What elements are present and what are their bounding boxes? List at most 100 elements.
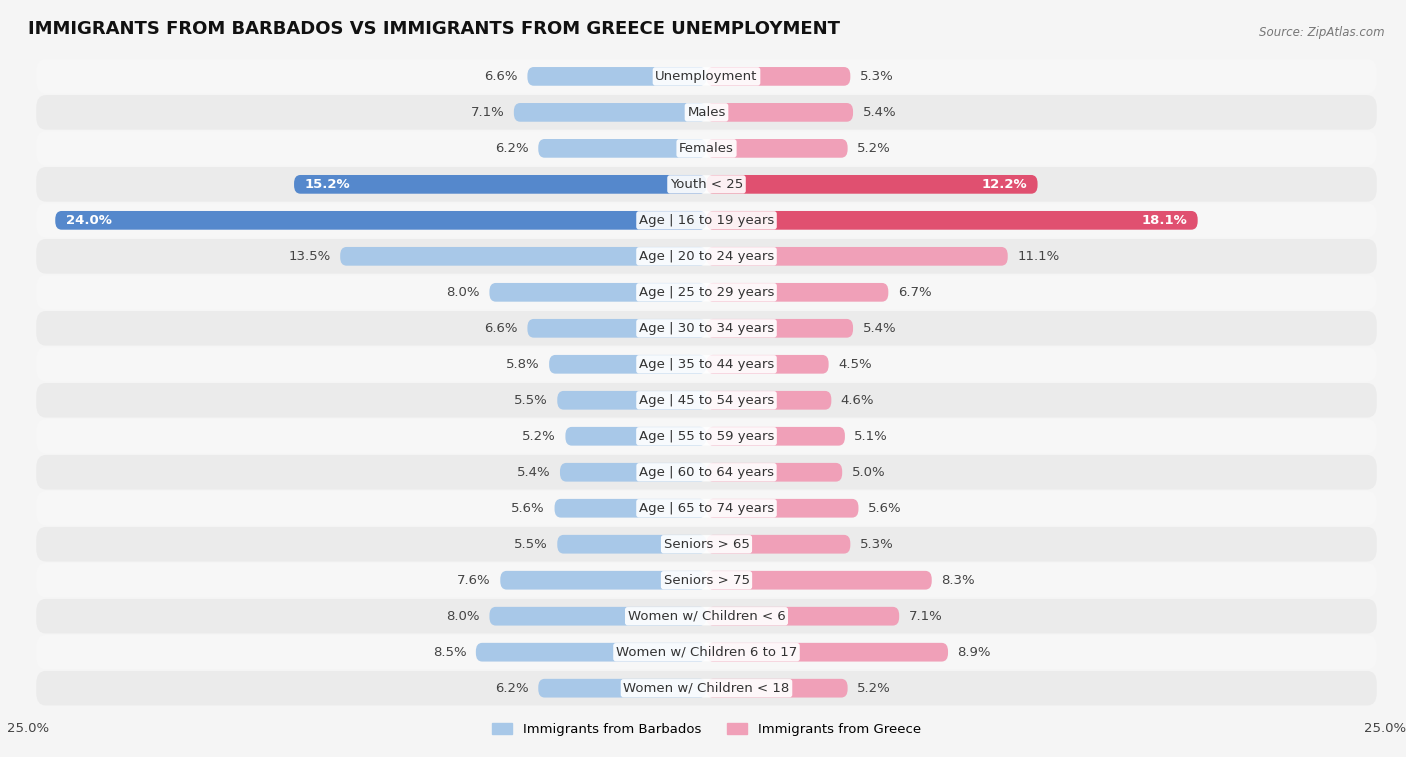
FancyBboxPatch shape [37, 59, 1376, 94]
Text: Age | 35 to 44 years: Age | 35 to 44 years [638, 358, 775, 371]
Text: 24.0%: 24.0% [66, 213, 112, 227]
Text: 8.5%: 8.5% [433, 646, 467, 659]
Text: Seniors > 65: Seniors > 65 [664, 537, 749, 551]
FancyBboxPatch shape [707, 67, 851, 86]
FancyBboxPatch shape [707, 355, 828, 374]
Text: 8.0%: 8.0% [447, 286, 479, 299]
FancyBboxPatch shape [489, 607, 707, 625]
Text: Females: Females [679, 142, 734, 155]
Text: Age | 55 to 59 years: Age | 55 to 59 years [638, 430, 775, 443]
FancyBboxPatch shape [37, 311, 1376, 346]
FancyBboxPatch shape [707, 643, 948, 662]
Text: 8.0%: 8.0% [447, 609, 479, 623]
FancyBboxPatch shape [37, 167, 1376, 201]
Text: IMMIGRANTS FROM BARBADOS VS IMMIGRANTS FROM GREECE UNEMPLOYMENT: IMMIGRANTS FROM BARBADOS VS IMMIGRANTS F… [28, 20, 841, 38]
Text: 5.8%: 5.8% [506, 358, 540, 371]
Text: 15.2%: 15.2% [305, 178, 350, 191]
FancyBboxPatch shape [557, 391, 707, 410]
Text: 5.1%: 5.1% [855, 430, 889, 443]
Text: 5.6%: 5.6% [512, 502, 546, 515]
Text: Age | 65 to 74 years: Age | 65 to 74 years [638, 502, 775, 515]
FancyBboxPatch shape [707, 283, 889, 302]
Text: 7.1%: 7.1% [908, 609, 942, 623]
Text: Age | 20 to 24 years: Age | 20 to 24 years [638, 250, 775, 263]
FancyBboxPatch shape [37, 671, 1376, 706]
FancyBboxPatch shape [707, 175, 1038, 194]
FancyBboxPatch shape [554, 499, 707, 518]
Text: Youth < 25: Youth < 25 [669, 178, 744, 191]
FancyBboxPatch shape [560, 463, 707, 481]
Text: 6.6%: 6.6% [485, 322, 517, 335]
FancyBboxPatch shape [37, 203, 1376, 238]
FancyBboxPatch shape [513, 103, 707, 122]
Text: 5.3%: 5.3% [860, 537, 894, 551]
Text: 4.5%: 4.5% [838, 358, 872, 371]
Text: Age | 60 to 64 years: Age | 60 to 64 years [638, 466, 775, 478]
FancyBboxPatch shape [475, 643, 707, 662]
FancyBboxPatch shape [37, 95, 1376, 129]
Text: 5.3%: 5.3% [860, 70, 894, 83]
Text: 4.6%: 4.6% [841, 394, 875, 407]
Text: 5.5%: 5.5% [515, 537, 548, 551]
Text: 6.2%: 6.2% [495, 682, 529, 695]
FancyBboxPatch shape [707, 427, 845, 446]
Text: 12.2%: 12.2% [981, 178, 1026, 191]
Text: 5.2%: 5.2% [522, 430, 555, 443]
FancyBboxPatch shape [527, 319, 707, 338]
Text: 6.2%: 6.2% [495, 142, 529, 155]
FancyBboxPatch shape [37, 347, 1376, 382]
FancyBboxPatch shape [37, 635, 1376, 669]
FancyBboxPatch shape [707, 679, 848, 697]
FancyBboxPatch shape [707, 319, 853, 338]
FancyBboxPatch shape [37, 527, 1376, 562]
FancyBboxPatch shape [37, 599, 1376, 634]
FancyBboxPatch shape [707, 463, 842, 481]
Text: 13.5%: 13.5% [288, 250, 330, 263]
FancyBboxPatch shape [707, 211, 1198, 229]
FancyBboxPatch shape [37, 131, 1376, 166]
Text: Age | 30 to 34 years: Age | 30 to 34 years [638, 322, 775, 335]
Text: 7.6%: 7.6% [457, 574, 491, 587]
FancyBboxPatch shape [707, 103, 853, 122]
Text: 8.9%: 8.9% [957, 646, 991, 659]
FancyBboxPatch shape [707, 139, 848, 157]
Text: 6.6%: 6.6% [485, 70, 517, 83]
Text: Unemployment: Unemployment [655, 70, 758, 83]
FancyBboxPatch shape [538, 679, 707, 697]
FancyBboxPatch shape [557, 535, 707, 553]
Text: 5.0%: 5.0% [852, 466, 886, 478]
FancyBboxPatch shape [707, 535, 851, 553]
FancyBboxPatch shape [340, 247, 707, 266]
Text: 18.1%: 18.1% [1142, 213, 1187, 227]
Text: 7.1%: 7.1% [471, 106, 505, 119]
Text: Age | 45 to 54 years: Age | 45 to 54 years [638, 394, 775, 407]
FancyBboxPatch shape [37, 455, 1376, 490]
Text: 6.7%: 6.7% [898, 286, 931, 299]
Text: 5.4%: 5.4% [862, 106, 896, 119]
Legend: Immigrants from Barbados, Immigrants from Greece: Immigrants from Barbados, Immigrants fro… [486, 717, 927, 741]
Text: Males: Males [688, 106, 725, 119]
FancyBboxPatch shape [37, 491, 1376, 525]
FancyBboxPatch shape [527, 67, 707, 86]
Text: 5.4%: 5.4% [862, 322, 896, 335]
Text: 8.3%: 8.3% [941, 574, 974, 587]
FancyBboxPatch shape [565, 427, 707, 446]
FancyBboxPatch shape [707, 607, 900, 625]
Text: Age | 25 to 29 years: Age | 25 to 29 years [638, 286, 775, 299]
FancyBboxPatch shape [37, 383, 1376, 418]
FancyBboxPatch shape [550, 355, 707, 374]
Text: Seniors > 75: Seniors > 75 [664, 574, 749, 587]
Text: Women w/ Children 6 to 17: Women w/ Children 6 to 17 [616, 646, 797, 659]
Text: Women w/ Children < 6: Women w/ Children < 6 [627, 609, 786, 623]
Text: 5.4%: 5.4% [517, 466, 551, 478]
Text: 5.6%: 5.6% [868, 502, 901, 515]
FancyBboxPatch shape [707, 391, 831, 410]
Text: 5.2%: 5.2% [858, 142, 891, 155]
FancyBboxPatch shape [37, 419, 1376, 453]
Text: Source: ZipAtlas.com: Source: ZipAtlas.com [1260, 26, 1385, 39]
FancyBboxPatch shape [707, 571, 932, 590]
Text: 11.1%: 11.1% [1017, 250, 1060, 263]
FancyBboxPatch shape [501, 571, 707, 590]
FancyBboxPatch shape [37, 275, 1376, 310]
FancyBboxPatch shape [294, 175, 707, 194]
